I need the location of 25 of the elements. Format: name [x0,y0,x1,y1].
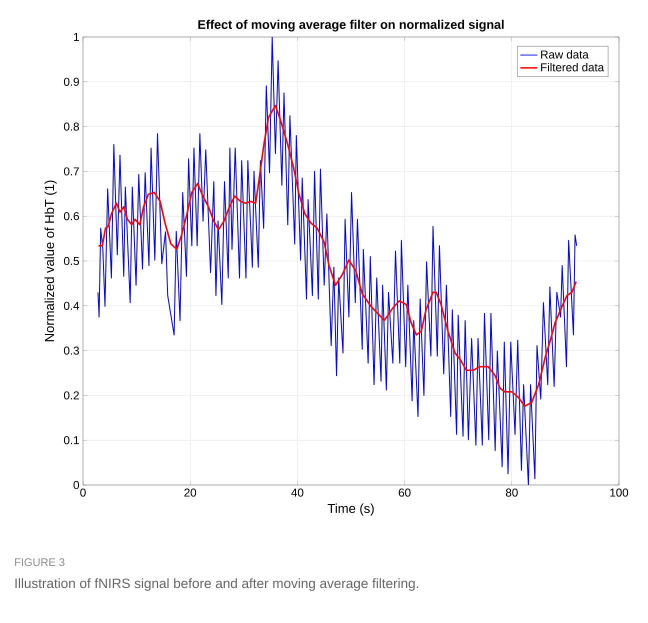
x-tick-label: 0 [80,488,86,497]
legend-label: Raw data [541,50,589,59]
y-tick-label: 0.7 [64,167,79,176]
y-axis-title: Normalized value of HbT (1) [44,180,57,342]
x-tick-label: 60 [398,488,411,497]
x-tick-label: 80 [506,488,518,497]
x-tick-label: 100 [610,488,628,497]
y-tick-label: 0.4 [64,302,80,310]
x-axis-title: Time (s) [328,504,374,516]
y-tick-label: 0.5 [64,256,79,266]
y-tick-label: 0.3 [64,346,79,355]
text: Illustration of fNIRS signal before and after moving average filtering. [15,578,418,591]
x-tick-label: 20 [184,488,196,497]
line-series [98,104,577,407]
y-tick-label: 0 [74,480,80,490]
chart-title: Effect of moving average filter on normalized signal [198,20,504,32]
y-tick-label: 0.8 [64,122,79,131]
y-tick-label: 0.1 [64,436,79,444]
y-tick-label: 0.2 [64,391,79,400]
y-tick-label: 0.6 [64,212,79,220]
legend-label: Filtered data [541,62,604,72]
y-tick-label: 1 [74,33,79,41]
y-tick-label: 0.9 [64,78,79,86]
x-tick-label: 40 [291,488,304,497]
caption: FIGURE 3 [15,558,64,566]
